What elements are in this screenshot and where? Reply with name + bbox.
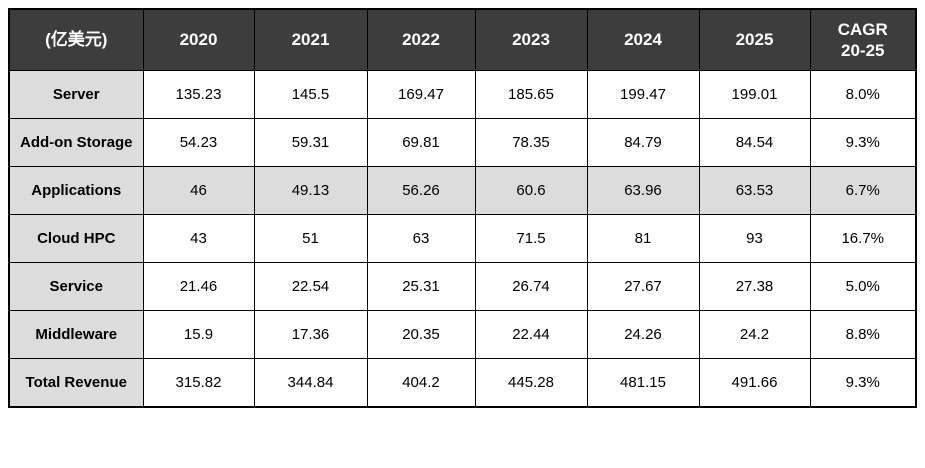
data-cell: 21.46	[142, 262, 255, 311]
row-label: Add-on Storage	[8, 118, 144, 167]
data-cell: 71.5	[474, 214, 588, 263]
data-cell: 481.15	[586, 358, 700, 407]
data-cell: 27.38	[698, 262, 811, 311]
data-cell: 24.26	[586, 310, 700, 359]
row-label: Total Revenue	[8, 358, 144, 407]
row-label: Middleware	[8, 310, 144, 359]
header-cell-2025: 2025	[698, 8, 811, 71]
data-cell: 135.23	[142, 70, 255, 119]
data-cell: 56.26	[366, 166, 476, 215]
data-cell: 8.0%	[809, 70, 917, 119]
data-cell: 93	[698, 214, 811, 263]
data-cell: 59.31	[253, 118, 368, 167]
table-body: Server 135.23 145.5 169.47 185.65 199.47…	[8, 70, 917, 407]
table-row-service: Service 21.46 22.54 25.31 26.74 27.67 27…	[8, 262, 917, 311]
data-cell: 43	[142, 214, 255, 263]
table-row-addon-storage: Add-on Storage 54.23 59.31 69.81 78.35 8…	[8, 118, 917, 167]
data-cell: 404.2	[366, 358, 476, 407]
data-cell: 199.01	[698, 70, 811, 119]
data-cell: 315.82	[142, 358, 255, 407]
data-cell: 20.35	[366, 310, 476, 359]
data-cell: 24.2	[698, 310, 811, 359]
data-cell: 60.6	[474, 166, 588, 215]
header-row: (亿美元) 2020 2021 2022 2023 2024 2025 CAGR…	[8, 8, 917, 71]
data-cell: 9.3%	[809, 118, 917, 167]
table-row-total-revenue: Total Revenue 315.82 344.84 404.2 445.28…	[8, 358, 917, 407]
header-cell-cagr: CAGR 20-25	[809, 8, 917, 71]
data-cell: 49.13	[253, 166, 368, 215]
data-cell: 5.0%	[809, 262, 917, 311]
header-cell-2024: 2024	[586, 8, 700, 71]
table-row-cloud-hpc: Cloud HPC 43 51 63 71.5 81 93 16.7%	[8, 214, 917, 263]
data-cell: 63.53	[698, 166, 811, 215]
data-cell: 25.31	[366, 262, 476, 311]
data-cell: 17.36	[253, 310, 368, 359]
header-cell-2023: 2023	[474, 8, 588, 71]
data-cell: 84.79	[586, 118, 700, 167]
row-label: Applications	[8, 166, 144, 215]
data-cell: 6.7%	[809, 166, 917, 215]
data-cell: 199.47	[586, 70, 700, 119]
data-cell: 491.66	[698, 358, 811, 407]
data-cell: 445.28	[474, 358, 588, 407]
data-cell: 27.67	[586, 262, 700, 311]
data-cell: 26.74	[474, 262, 588, 311]
data-cell: 69.81	[366, 118, 476, 167]
row-label: Service	[8, 262, 144, 311]
row-label: Cloud HPC	[8, 214, 144, 263]
data-cell: 46	[142, 166, 255, 215]
data-cell: 78.35	[474, 118, 588, 167]
table-row-server: Server 135.23 145.5 169.47 185.65 199.47…	[8, 70, 917, 119]
data-cell: 22.44	[474, 310, 588, 359]
row-label: Server	[8, 70, 144, 119]
table-row-middleware: Middleware 15.9 17.36 20.35 22.44 24.26 …	[8, 310, 917, 359]
data-cell: 81	[586, 214, 700, 263]
data-cell: 145.5	[253, 70, 368, 119]
header-cell-unit: (亿美元)	[8, 8, 144, 71]
data-cell: 9.3%	[809, 358, 917, 407]
data-cell: 84.54	[698, 118, 811, 167]
header-cell-2021: 2021	[253, 8, 368, 71]
data-cell: 169.47	[366, 70, 476, 119]
data-cell: 54.23	[142, 118, 255, 167]
data-cell: 15.9	[142, 310, 255, 359]
data-cell: 16.7%	[809, 214, 917, 263]
data-cell: 22.54	[253, 262, 368, 311]
data-cell: 51	[253, 214, 368, 263]
data-cell: 185.65	[474, 70, 588, 119]
data-cell: 344.84	[253, 358, 368, 407]
revenue-table: (亿美元) 2020 2021 2022 2023 2024 2025 CAGR…	[8, 8, 917, 408]
data-cell: 63.96	[586, 166, 700, 215]
table-row-applications: Applications 46 49.13 56.26 60.6 63.96 6…	[8, 166, 917, 215]
data-cell: 8.8%	[809, 310, 917, 359]
table-header: (亿美元) 2020 2021 2022 2023 2024 2025 CAGR…	[8, 8, 917, 71]
header-cell-2020: 2020	[142, 8, 255, 71]
header-cell-2022: 2022	[366, 8, 476, 71]
data-cell: 63	[366, 214, 476, 263]
